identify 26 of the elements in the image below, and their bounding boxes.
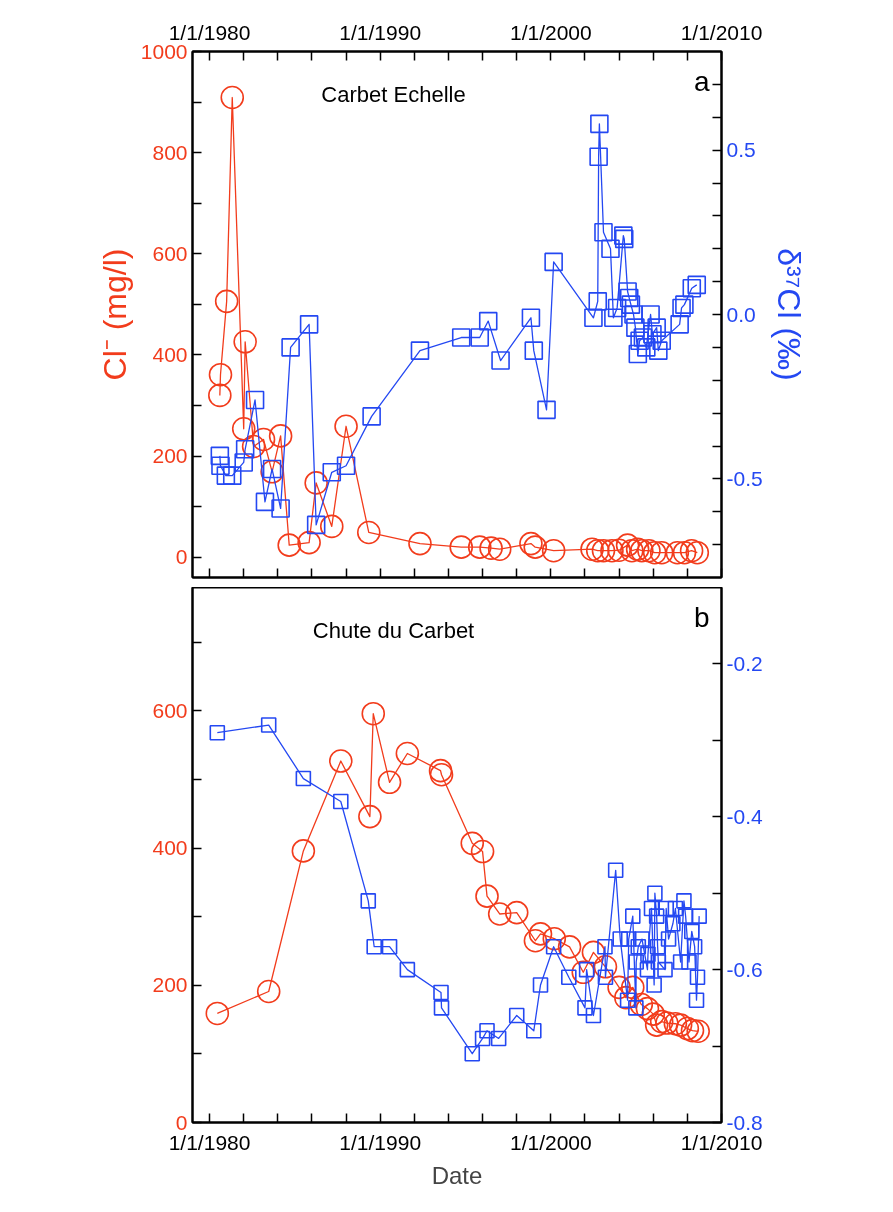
y-tick-label: 200	[152, 444, 188, 468]
x-axis-title: Date	[431, 1161, 483, 1189]
x-tick-label: 1/1/2000	[509, 1130, 592, 1154]
y2-tick-label: -0.6	[726, 957, 763, 981]
y-tick-label: 400	[152, 836, 188, 860]
y-axis-title: Cl⁻ (mg/l)	[96, 248, 133, 381]
y2-tick-label: -0.2	[726, 651, 763, 675]
y2-tick-label: -0.5	[726, 466, 763, 490]
y2-tick-label: 0.5	[726, 138, 756, 162]
x-tick-label: 1/1/1990	[339, 1130, 422, 1154]
y-tick-label: 800	[152, 140, 188, 164]
y2-axis-title: δ³⁷Cl (‰)	[770, 248, 807, 381]
annotation: Chute du Carbet	[312, 617, 475, 643]
x-tick-label: 1/1/1990	[339, 20, 422, 44]
y-tick-label: 200	[152, 973, 188, 997]
annotation: a	[693, 65, 710, 97]
y-tick-label: 600	[152, 698, 188, 722]
y-tick-label: 400	[152, 342, 188, 366]
annotation: b	[693, 601, 710, 633]
x-tick-label: 1/1/2000	[509, 20, 592, 44]
y2-tick-label: -0.4	[726, 804, 764, 828]
y-tick-label: 600	[152, 241, 188, 265]
x-tick-label: 1/1/2010	[680, 20, 763, 44]
y2-tick-label: 0.0	[726, 302, 756, 326]
y-tick-label: 0	[175, 545, 188, 569]
annotation: Carbet Echelle	[321, 81, 466, 107]
